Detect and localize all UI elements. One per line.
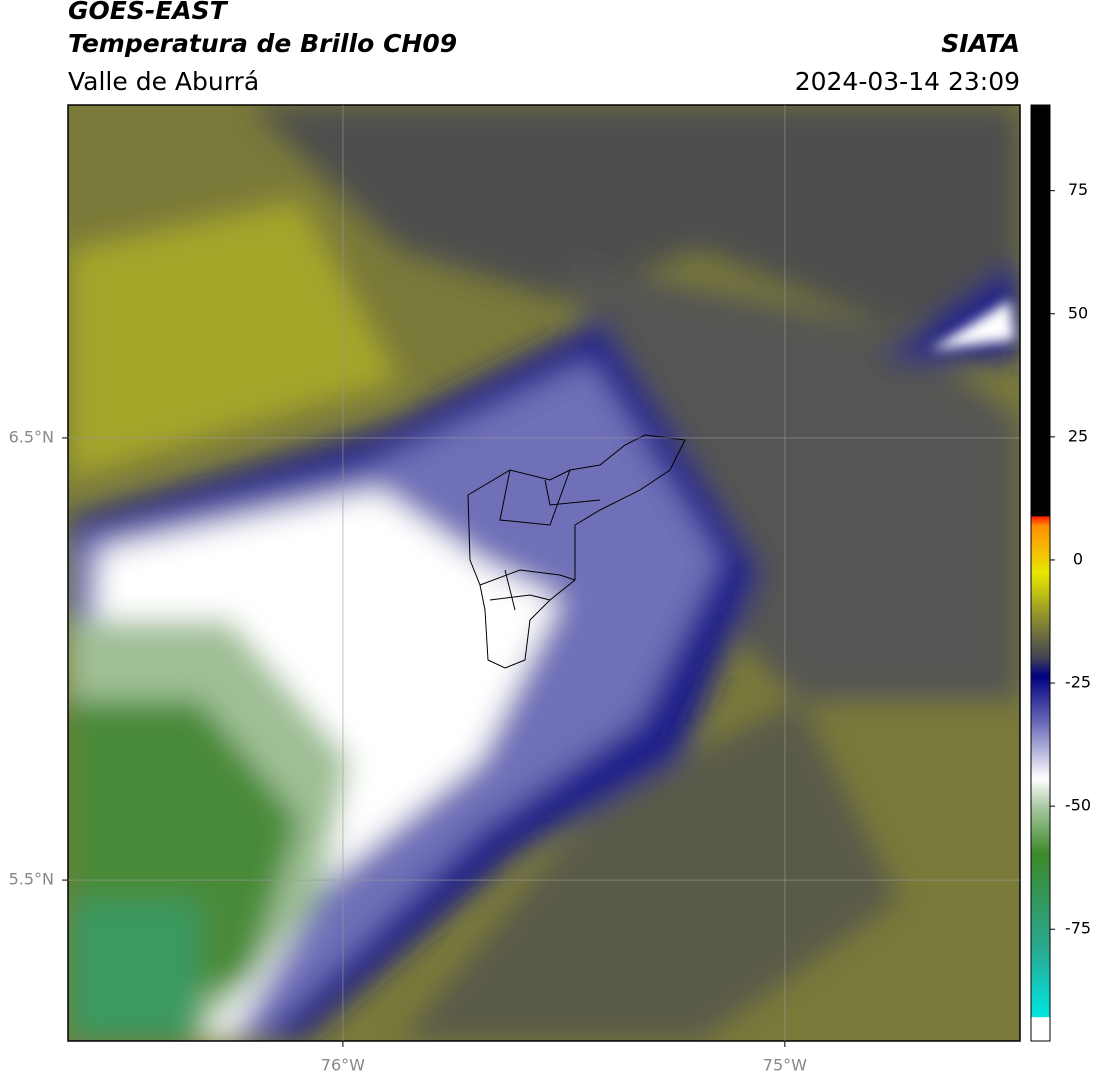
colorbar-tick-label: 25: [1068, 426, 1088, 445]
colorbar-tick-label: -25: [1065, 673, 1091, 692]
title: GOES-EAST: [68, 0, 229, 25]
y-tick-label: 5.5°N: [9, 870, 54, 889]
datetime: 2024-03-14 23:09: [795, 67, 1020, 96]
y-tick-label: 6.5°N: [9, 427, 54, 446]
region: Valle de Aburrá: [68, 67, 259, 96]
x-tick-label: 76°W: [321, 1056, 365, 1075]
satellite-image: [68, 105, 1020, 1041]
colorbar-tick-label: 0: [1073, 549, 1083, 568]
colorbar-tick-label: -75: [1065, 919, 1091, 938]
map-frame: [67, 104, 1021, 1042]
subtitle: Temperatura de Brillo CH09: [68, 29, 457, 58]
colorbar: [1030, 104, 1051, 1042]
x-tick-label: 75°W: [763, 1056, 807, 1075]
colorbar-tick-label: -50: [1065, 796, 1091, 815]
colorbar-tick-label: 75: [1068, 180, 1088, 199]
colorbar-tick-label: 50: [1068, 303, 1088, 322]
source: SIATA: [941, 29, 1020, 58]
